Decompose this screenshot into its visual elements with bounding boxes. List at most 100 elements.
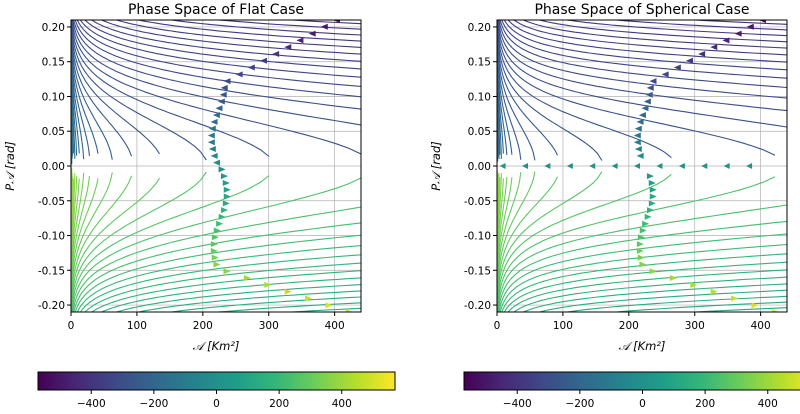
stream-arrow — [646, 84, 654, 91]
streamline — [135, 290, 361, 312]
stream-arrow — [701, 163, 708, 169]
stream-arrow — [215, 105, 223, 112]
colorbar-ticks: −400 −200 0 200 400 — [503, 390, 778, 410]
stream-arrow — [208, 146, 216, 153]
stream-arrow — [284, 288, 292, 295]
spherical-case-panel: Phase Space of Spherical Case 0 100 200 300… — [429, 2, 788, 353]
streamline — [503, 20, 787, 71]
streamline — [498, 233, 787, 312]
stream-arrow — [259, 57, 267, 64]
stream-arrow — [734, 30, 742, 37]
stream-arrow — [213, 261, 221, 268]
streamline — [71, 28, 113, 160]
stream-arrow — [213, 227, 221, 234]
streamline — [513, 276, 787, 312]
y-axis-label: P𝒜 [rad] — [3, 141, 17, 191]
stream-arrow — [264, 281, 272, 288]
stream-arrow — [284, 44, 292, 51]
streamline — [100, 20, 361, 55]
stream-arrow — [645, 91, 653, 98]
stream-arrow — [210, 247, 218, 254]
streamline — [71, 177, 361, 312]
stream-arrow — [212, 112, 220, 119]
streamline — [213, 20, 361, 30]
streamline — [76, 20, 361, 87]
stream-arrow — [649, 186, 657, 193]
stream-arrow — [644, 213, 652, 220]
y-tick-label: 0.00 — [468, 161, 491, 173]
stream-arrow — [247, 64, 255, 71]
x-tick-label: 100 — [127, 320, 147, 332]
stream-arrow — [345, 309, 353, 312]
spherical-colorbar: −400 −200 0 200 400 — [463, 371, 800, 410]
stream-arrow — [636, 118, 644, 125]
stream-arrow — [648, 179, 656, 186]
stream-arrow — [320, 23, 328, 30]
colorbar-tick-label: 0 — [639, 398, 646, 410]
stream-arrow — [638, 112, 646, 119]
x-tick-label: 300 — [685, 320, 705, 332]
y-ticks: 0.20 0.15 0.10 0.05 0.00 -0.05 -0.10 -0.15 -0.20 — [38, 22, 71, 312]
streamline — [513, 20, 787, 56]
stream-arrow — [223, 193, 231, 200]
stream-arrow — [207, 132, 215, 139]
y-tick-label: 0.00 — [42, 161, 65, 173]
stream-arrow — [222, 179, 230, 186]
x-axis-label: 𝒜 [Km²] — [619, 339, 666, 353]
x-tick-label: 200 — [193, 320, 213, 332]
streamline — [71, 177, 160, 312]
streamline — [558, 333, 788, 347]
streamline — [499, 20, 787, 89]
y-tick-label: -0.05 — [38, 196, 65, 208]
streamline — [135, 20, 361, 42]
streamline — [160, 333, 362, 346]
stream-arrow — [710, 288, 718, 295]
streamline — [79, 254, 361, 312]
stream-arrow — [217, 98, 225, 105]
streamline — [522, 283, 787, 312]
stream-arrow — [211, 254, 219, 261]
streamline — [74, 20, 361, 98]
stream-arrow — [296, 37, 304, 44]
colorbar-tick-label: −200 — [139, 398, 168, 410]
streamline — [213, 302, 361, 312]
x-tick-label: 300 — [259, 320, 279, 332]
stream-arrow — [642, 220, 650, 227]
flat-case-panel: Phase Space of Flat Case 0 100 200 300 400 0… — [3, 2, 362, 353]
y-tick-label: 0.05 — [42, 126, 65, 138]
x-ticks: 0 100 200 300 400 — [494, 312, 771, 332]
streamline — [71, 171, 207, 312]
streamline — [74, 234, 361, 312]
streamline — [167, 20, 361, 36]
stream-arrow — [210, 241, 218, 248]
stream-arrow — [589, 163, 596, 169]
stream-arrow — [637, 234, 645, 241]
streamline — [84, 262, 361, 312]
stream-arrow — [643, 98, 651, 105]
x-axis-label: 𝒜 [Km²] — [193, 339, 240, 353]
streamline — [497, 20, 672, 159]
stream-arrow — [678, 163, 685, 169]
y-tick-label: 0.20 — [42, 22, 65, 34]
streamline — [507, 20, 787, 63]
colorbar-gradient — [37, 371, 396, 391]
streamline — [71, 20, 207, 161]
stream-arrow — [649, 78, 657, 85]
streamline — [71, 20, 270, 157]
stream-arrow — [522, 163, 528, 169]
stream-arrow — [216, 220, 224, 227]
streamline — [71, 175, 270, 312]
stream-arrow — [636, 247, 644, 254]
stream-arrow — [639, 227, 647, 234]
y-tick-label: 0.05 — [468, 126, 491, 138]
x-tick-label: 0 — [68, 320, 75, 332]
stream-arrow — [746, 163, 753, 169]
y-ticks: 0.20 0.15 0.10 0.05 0.00 -0.05 -0.10 -0.15 -0.20 — [464, 22, 497, 312]
colorbar-ticks: −400 −200 0 200 400 — [77, 390, 352, 410]
stream-arrow — [690, 281, 698, 288]
y-tick-label: 0.20 — [468, 22, 491, 34]
y-tick-label: 0.10 — [42, 91, 65, 103]
y-tick-label: -0.05 — [464, 196, 491, 208]
streamline — [537, 20, 787, 43]
streamline — [671, 342, 787, 347]
